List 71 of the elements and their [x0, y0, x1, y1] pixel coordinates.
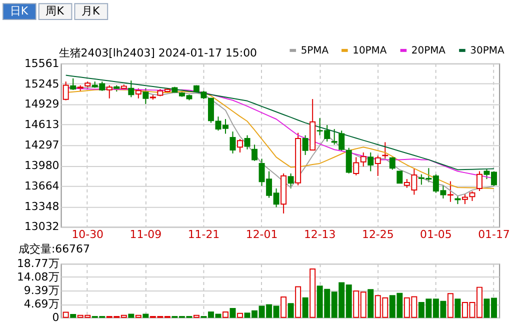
- legend-label: 5PMA: [300, 45, 329, 56]
- candlestick: [252, 144, 258, 162]
- bar: [230, 308, 236, 318]
- x-tick-label: 10-30: [72, 228, 104, 242]
- bar: [368, 289, 374, 318]
- candlestick: [142, 88, 149, 105]
- bar: [288, 303, 294, 318]
- candlestick: [368, 152, 374, 172]
- candlestick: [288, 172, 294, 189]
- bar: [280, 296, 287, 318]
- candlestick: [360, 152, 366, 168]
- text: 周K: [46, 4, 65, 18]
- legend-label: 20PMA: [411, 45, 446, 56]
- x-tick-label: 11-21: [188, 228, 220, 242]
- y-tick-label: 15561: [24, 56, 60, 70]
- candlestick: [70, 78, 76, 90]
- candlestick: [374, 155, 381, 176]
- x-tick-label: 01-05: [420, 228, 452, 242]
- x-tick-label: 12-25: [362, 228, 394, 242]
- y-tick-label: 14.08万: [16, 270, 60, 284]
- bar: [447, 293, 454, 318]
- x-tick-label: 11-09: [130, 228, 162, 242]
- text: 日K: [10, 4, 29, 18]
- candlestick: [302, 134, 308, 156]
- text: 月K: [82, 4, 101, 18]
- bar: [193, 314, 200, 318]
- candlestick: [476, 170, 482, 192]
- y-tick-label: 14613: [24, 118, 60, 132]
- y-tick-label: 14297: [24, 138, 60, 152]
- line-series: [65, 74, 494, 170]
- bar: [62, 312, 69, 318]
- y-tick-label: 13980: [24, 159, 60, 172]
- y-tick-label: 13664: [24, 179, 60, 192]
- candlestick: [447, 180, 454, 202]
- legend-label: 10PMA: [352, 45, 387, 56]
- candlestick: [389, 156, 396, 170]
- y-tick-label: 9.39万: [24, 284, 60, 297]
- candlestick: [208, 97, 214, 124]
- candlestick: [237, 138, 243, 153]
- candlestick: [62, 81, 69, 101]
- bar: [295, 286, 302, 318]
- y-tick-label: 13032: [24, 220, 60, 234]
- chart-title: 成交量:66767: [18, 242, 90, 256]
- candlestick: [396, 170, 403, 184]
- chart-title: 生猪2403[lh2403] 2024-01-17 15:00: [58, 46, 258, 60]
- legend-label: 30PMA: [470, 45, 504, 56]
- candlestick: [244, 134, 250, 150]
- bar: [128, 314, 134, 318]
- bar: [135, 314, 142, 318]
- y-tick-label: 0: [52, 310, 60, 324]
- candlestick: [353, 156, 360, 176]
- candlestick: [106, 84, 112, 99]
- y-tick-label: 18.77万: [16, 257, 60, 270]
- x-tick-label: 01-17: [478, 228, 510, 242]
- y-tick-label: 13348: [24, 200, 60, 213]
- bar: [310, 268, 316, 318]
- candlestick: [346, 147, 352, 174]
- y-tick-label: 15245: [24, 77, 60, 90]
- candlestick: [128, 80, 134, 98]
- bar: [237, 312, 243, 318]
- candlestick: [135, 88, 142, 99]
- bar: [70, 314, 76, 318]
- candlestick: [230, 131, 236, 154]
- x-tick-label: 12-01: [246, 228, 278, 242]
- x-tick-label: 12-13: [304, 228, 336, 242]
- bar: [454, 298, 461, 318]
- y-tick-label: 4.69万: [24, 297, 60, 310]
- y-tick-label: 14929: [24, 98, 60, 111]
- bar: [302, 297, 308, 318]
- bar: [222, 311, 228, 318]
- bar: [142, 314, 149, 318]
